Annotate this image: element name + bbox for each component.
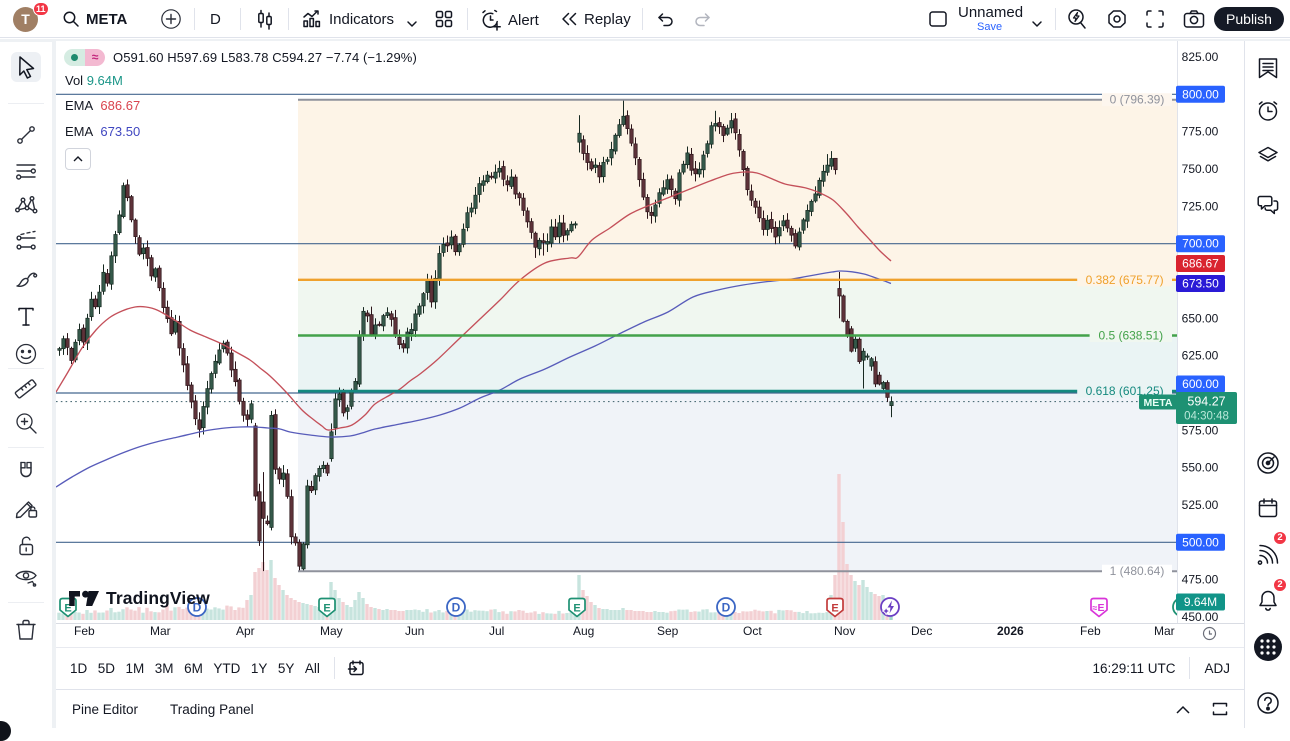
svg-text:E: E — [64, 603, 71, 615]
svg-text:686.67: 686.67 — [1182, 257, 1219, 271]
svg-text:0.5 (638.51): 0.5 (638.51) — [1098, 329, 1163, 343]
svg-text:450.00: 450.00 — [1182, 610, 1219, 624]
svg-text:800.00: 800.00 — [1182, 87, 1219, 101]
svg-text:725.00: 725.00 — [1182, 199, 1219, 213]
svg-text:0 (796.39): 0 (796.39) — [1110, 93, 1165, 107]
svg-text:475.00: 475.00 — [1182, 573, 1219, 587]
svg-text:9.64M: 9.64M — [1184, 595, 1217, 609]
svg-text:D: D — [193, 601, 202, 615]
svg-text:550.00: 550.00 — [1182, 461, 1219, 475]
svg-text:625.00: 625.00 — [1182, 349, 1219, 363]
svg-text:META: META — [1144, 397, 1173, 409]
svg-text:525.00: 525.00 — [1182, 498, 1219, 512]
svg-text:600.00: 600.00 — [1182, 377, 1219, 391]
svg-text:673.50: 673.50 — [1182, 277, 1219, 291]
svg-text:E: E — [323, 603, 330, 615]
svg-text:500.00: 500.00 — [1182, 535, 1219, 549]
svg-text:750.00: 750.00 — [1182, 162, 1219, 176]
svg-text:≈: ≈ — [1092, 603, 1097, 613]
svg-text:D: D — [722, 601, 731, 615]
svg-text:825.00: 825.00 — [1182, 50, 1219, 64]
svg-text:650.00: 650.00 — [1182, 311, 1219, 325]
svg-text:0.382 (675.77): 0.382 (675.77) — [1086, 273, 1164, 287]
svg-text:575.00: 575.00 — [1182, 423, 1219, 437]
svg-text:E: E — [573, 603, 580, 615]
svg-text:775.00: 775.00 — [1182, 125, 1219, 139]
svg-text:04:30:48: 04:30:48 — [1184, 411, 1229, 423]
svg-text:E: E — [831, 603, 838, 615]
svg-text:1 (480.64): 1 (480.64) — [1110, 564, 1165, 578]
svg-text:E: E — [1097, 602, 1104, 614]
svg-text:D: D — [452, 601, 461, 615]
svg-text:700.00: 700.00 — [1182, 237, 1219, 251]
svg-text:594.27: 594.27 — [1187, 395, 1225, 409]
